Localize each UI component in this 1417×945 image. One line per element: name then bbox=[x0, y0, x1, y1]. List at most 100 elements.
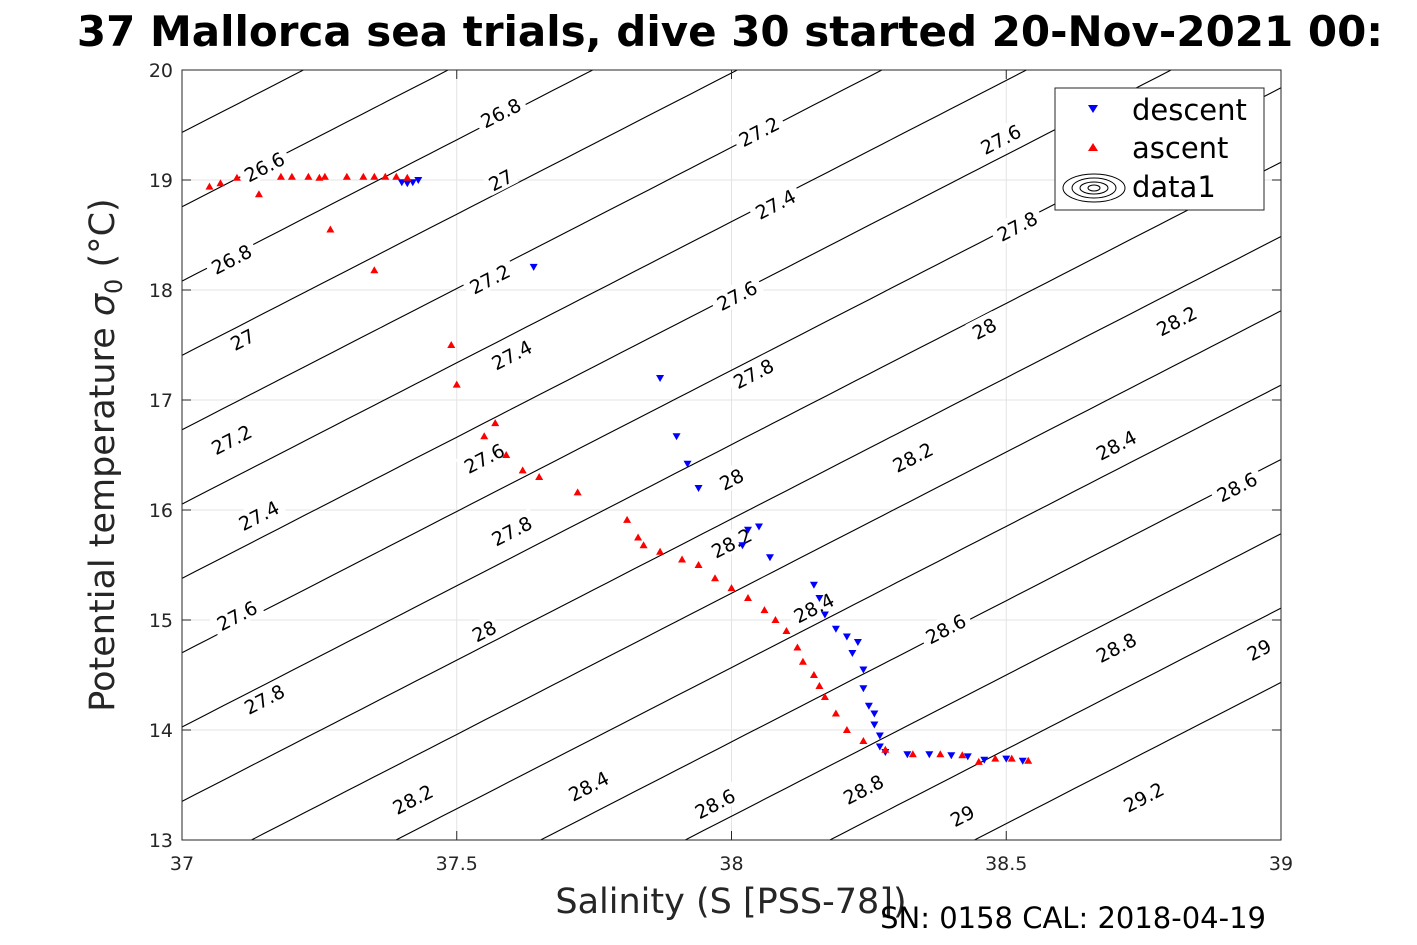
descent-point bbox=[947, 752, 956, 760]
contour-label-bg bbox=[235, 676, 293, 720]
ascent-point bbox=[694, 561, 703, 568]
contour-label-bg bbox=[455, 435, 512, 480]
contour-label: 27.8 bbox=[724, 351, 782, 395]
ascent-point bbox=[403, 173, 412, 181]
descent-point bbox=[875, 743, 884, 751]
contour-label: 27.8 bbox=[235, 676, 293, 720]
isopycnal-line bbox=[182, 161, 1281, 728]
legend-ascent-marker bbox=[1088, 143, 1098, 151]
ascent-point bbox=[342, 172, 351, 180]
contour-label: 27 bbox=[481, 162, 519, 196]
descent-point bbox=[848, 650, 857, 657]
ascent-point bbox=[447, 341, 456, 348]
contour-label-bg bbox=[1208, 464, 1265, 508]
ascent-point bbox=[392, 172, 401, 180]
ascent-point bbox=[276, 172, 285, 180]
descent-point bbox=[963, 753, 972, 761]
legend-ascent-label: ascent bbox=[1132, 131, 1228, 165]
ascent-point bbox=[782, 627, 791, 634]
contour-label-bg bbox=[461, 256, 518, 300]
ascent-point bbox=[1024, 756, 1033, 764]
contour-label-bg bbox=[972, 116, 1029, 161]
ascent-point bbox=[639, 541, 648, 549]
contour-label-bg bbox=[988, 203, 1045, 247]
ascent-point bbox=[793, 643, 802, 651]
serial-calibration-note: SN: 0158 CAL: 2018-04-19 bbox=[880, 901, 1266, 935]
legend-contour-icon bbox=[1062, 173, 1126, 203]
ascent-point bbox=[359, 172, 368, 180]
contour-label-bg bbox=[965, 310, 1003, 345]
contour-label: 27.4 bbox=[483, 332, 540, 376]
axis-ticks: 37 37.5 38 38.5 39 13 14 15 16 17 18 19 20 bbox=[149, 60, 1293, 875]
ascent-point bbox=[304, 172, 313, 180]
contour-label: 27.4 bbox=[230, 492, 287, 537]
x-tick-label: 37.5 bbox=[436, 853, 478, 875]
ascent-point bbox=[842, 726, 851, 733]
ascent-point bbox=[381, 172, 390, 180]
descent-point bbox=[656, 375, 665, 382]
contour-label: 28.4 bbox=[559, 763, 617, 807]
ascent-point bbox=[502, 451, 511, 458]
contour-label-bg bbox=[712, 461, 750, 495]
isopycnal-line bbox=[539, 459, 1281, 840]
contour-label-bg bbox=[235, 144, 293, 188]
ascent-point bbox=[254, 190, 263, 198]
contour-label: 29 bbox=[943, 798, 981, 832]
contour-label-bg bbox=[481, 162, 519, 196]
contour-label: 28.6 bbox=[1208, 464, 1265, 508]
ascent-point bbox=[216, 179, 225, 187]
ascent-point bbox=[678, 555, 687, 563]
isopycnal-line bbox=[828, 607, 1281, 840]
ascent-point bbox=[656, 547, 665, 555]
contour-label-bg bbox=[686, 781, 743, 825]
y-tick-label: 14 bbox=[149, 720, 173, 742]
ascent-point bbox=[974, 757, 983, 765]
legend-data1-label: data1 bbox=[1132, 170, 1216, 204]
legend: descent ascent data1 bbox=[1054, 87, 1265, 211]
descent-point bbox=[815, 595, 824, 602]
ascent-point bbox=[452, 380, 461, 388]
contour-label: 27.6 bbox=[208, 593, 265, 637]
contour-label-bg bbox=[884, 434, 941, 478]
ascent-point bbox=[727, 584, 736, 592]
contour-label-bg bbox=[483, 332, 540, 376]
descent-point bbox=[859, 666, 868, 674]
ascent-point bbox=[991, 754, 1000, 762]
contour-label-bg bbox=[730, 109, 787, 153]
ascent-point bbox=[831, 709, 840, 717]
descent-point bbox=[738, 542, 747, 550]
ascent-point bbox=[958, 751, 967, 759]
descent-point bbox=[925, 751, 934, 759]
contour-label: 26.8 bbox=[202, 236, 260, 280]
descent-point bbox=[980, 756, 989, 764]
contour-label: 27.2 bbox=[202, 417, 260, 461]
contour-label-bg bbox=[1147, 298, 1205, 342]
contour-label: 27.6 bbox=[708, 272, 765, 317]
ascent-point bbox=[287, 172, 296, 180]
descent-point bbox=[765, 554, 774, 562]
contour-label: 28.2 bbox=[884, 434, 941, 478]
ascent-point bbox=[771, 616, 780, 623]
ascent-point bbox=[326, 225, 335, 233]
descent-point bbox=[903, 751, 912, 759]
y-axis-label: Potential temperature σ0 (°C) bbox=[83, 198, 128, 711]
contour-label: 27.2 bbox=[461, 256, 518, 300]
contour-label: 27.2 bbox=[730, 109, 787, 153]
contour-label-bg bbox=[230, 492, 287, 537]
ascent-point bbox=[491, 419, 500, 427]
contour-label: 28.4 bbox=[785, 585, 842, 629]
contour-label-bg bbox=[1114, 774, 1172, 818]
data-markers bbox=[205, 172, 1033, 765]
ascent-point bbox=[370, 172, 379, 180]
contour-label-bg bbox=[785, 585, 842, 629]
descent-point bbox=[754, 523, 763, 531]
contour-label-bg bbox=[1087, 624, 1144, 669]
isopycnal-line bbox=[973, 681, 1281, 840]
ascent-point bbox=[320, 172, 329, 180]
isopycnal-line bbox=[182, 70, 739, 356]
ascent-point bbox=[315, 173, 324, 181]
ascent-point bbox=[1007, 754, 1016, 762]
ascent-point bbox=[820, 693, 829, 700]
y-tick-label: 17 bbox=[149, 390, 173, 412]
